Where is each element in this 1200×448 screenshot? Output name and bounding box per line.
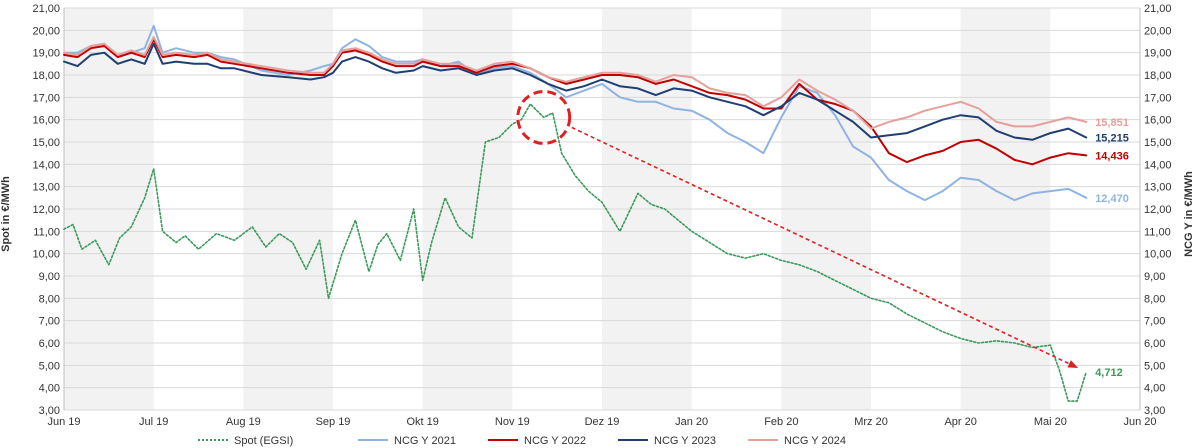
series-lines [63, 24, 1088, 402]
right-tick-label: 14,00 [1144, 159, 1172, 171]
legend-label: Spot (EGSI) [234, 435, 293, 447]
left-tick-label: 20,00 [32, 25, 60, 37]
left-tick-label: 6,00 [39, 338, 60, 350]
right-tick-label: 10,00 [1144, 249, 1172, 261]
end-value-label: 14,436 [1095, 150, 1129, 162]
right-tick-label: 15,00 [1144, 137, 1172, 149]
left-tick-label: 12,00 [32, 204, 60, 216]
x-tick-label: Feb 20 [764, 416, 798, 428]
left-tick-label: 3,00 [39, 405, 60, 417]
left-y-axis: 3,00 4,00 5,00 6,00 7,00 8,00 9,00 10,00 11,00 12… [32, 3, 65, 417]
end-value-label: 15,215 [1095, 133, 1129, 145]
x-tick-label: Aug 19 [226, 416, 261, 428]
left-tick-label: 17,00 [32, 92, 60, 104]
left-tick-label: 13,00 [32, 182, 60, 194]
left-tick-label: 15,00 [32, 137, 60, 149]
left-tick-label: 5,00 [39, 360, 60, 372]
left-y-axis-title: Spot in €/MWh [0, 176, 12, 252]
right-tick-label: 3,00 [1144, 405, 1165, 417]
right-tick-label: 12,00 [1144, 204, 1172, 216]
left-tick-label: 19,00 [32, 48, 60, 60]
series-line [63, 42, 1088, 141]
end-labels: 4,712 12,470 14,436 15,215 15,851 [1095, 117, 1129, 379]
end-value-label: 4,712 [1095, 367, 1123, 379]
right-tick-label: 13,00 [1144, 182, 1172, 194]
right-tick-label: 7,00 [1144, 316, 1165, 328]
x-tick-label: Mai 20 [1034, 416, 1067, 428]
left-tick-label: 7,00 [39, 316, 60, 328]
right-tick-label: 21,00 [1144, 3, 1172, 15]
right-tick-label: 18,00 [1144, 70, 1172, 82]
right-tick-label: 11,00 [1144, 226, 1171, 238]
right-tick-label: 20,00 [1144, 25, 1172, 37]
series-line [63, 103, 1087, 402]
left-tick-label: 9,00 [39, 271, 60, 283]
end-value-label: 15,851 [1095, 117, 1129, 129]
left-tick-label: 4,00 [39, 383, 60, 395]
x-tick-label: Jan 20 [675, 416, 708, 428]
right-tick-label: 4,00 [1144, 383, 1165, 395]
right-tick-label: 16,00 [1144, 115, 1172, 127]
right-tick-label: 9,00 [1144, 271, 1165, 283]
highlight-circle [516, 89, 572, 145]
right-tick-label: 6,00 [1144, 338, 1165, 350]
x-tick-label: Okt 19 [406, 416, 438, 428]
right-y-axis-title: NCG Y in €/MWh [1183, 171, 1195, 257]
right-tick-label: 17,00 [1144, 92, 1172, 104]
legend: Spot (EGSI) NCG Y 2021 NCG Y 2022 NCG Y 202… [198, 435, 846, 447]
left-tick-label: 8,00 [39, 293, 60, 305]
right-y-axis: 3,00 4,00 5,00 6,00 7,00 8,00 9,00 10,00 11,00 12… [1139, 3, 1172, 417]
series-line [63, 24, 1088, 202]
left-tick-label: 10,00 [32, 249, 60, 261]
x-tick-label: Mrz 20 [854, 416, 888, 428]
left-tick-label: 21,00 [32, 3, 60, 15]
trend-arrow [571, 126, 1079, 369]
left-tick-label: 11,00 [33, 226, 60, 238]
left-tick-label: 14,00 [32, 159, 60, 171]
x-tick-label: Apr 20 [944, 416, 976, 428]
right-tick-label: 19,00 [1144, 48, 1172, 60]
legend-label: NCG Y 2022 [524, 435, 586, 447]
x-tick-label: Jun 19 [47, 416, 80, 428]
legend-label: NCG Y 2023 [654, 435, 716, 447]
left-tick-label: 16,00 [32, 115, 60, 127]
x-tick-label: Nov 19 [495, 416, 530, 428]
x-axis: Jun 19 Jul 19 Aug 19 Sep 19 Okt 19 Nov 19 Dez … [47, 416, 1156, 428]
legend-label: NCG Y 2024 [784, 435, 846, 447]
right-tick-label: 5,00 [1144, 360, 1165, 372]
annotation [516, 89, 1079, 369]
left-tick-label: 18,00 [32, 70, 60, 82]
x-tick-label: Jun 20 [1123, 416, 1156, 428]
x-tick-label: Dez 19 [585, 416, 620, 428]
series-line [63, 36, 1088, 130]
right-tick-label: 8,00 [1144, 293, 1165, 305]
x-tick-label: Sep 19 [316, 416, 351, 428]
legend-label: NCG Y 2021 [394, 435, 456, 447]
end-value-label: 12,470 [1095, 193, 1129, 205]
x-tick-label: Jul 19 [139, 416, 168, 428]
